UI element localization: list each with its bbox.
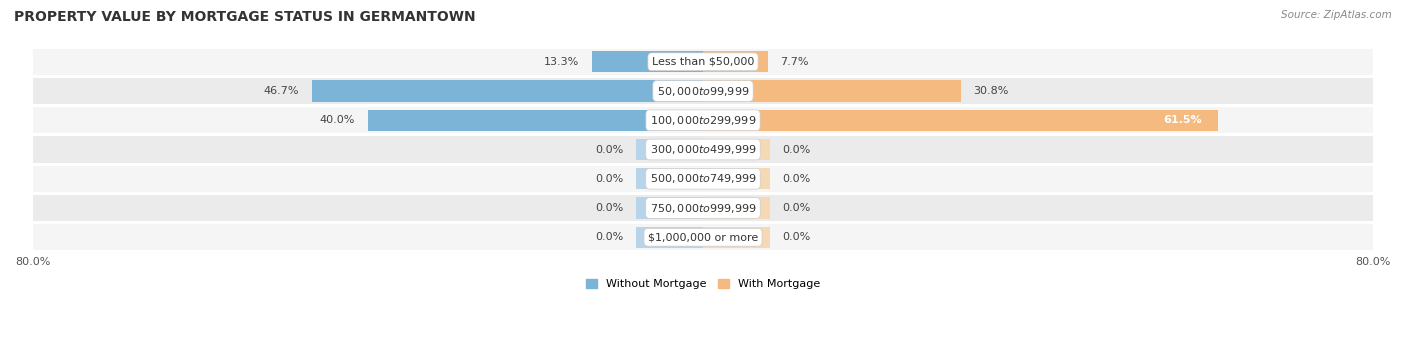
Bar [32, 78, 1374, 104]
Text: 46.7%: 46.7% [264, 86, 299, 96]
Text: PROPERTY VALUE BY MORTGAGE STATUS IN GERMANTOWN: PROPERTY VALUE BY MORTGAGE STATUS IN GER… [14, 10, 475, 24]
Bar [703, 227, 770, 248]
Bar [636, 227, 703, 248]
Text: 13.3%: 13.3% [544, 57, 579, 67]
Text: 0.0%: 0.0% [783, 174, 811, 184]
Bar [703, 168, 770, 189]
Text: $500,000 to $749,999: $500,000 to $749,999 [650, 172, 756, 185]
Text: 7.7%: 7.7% [780, 57, 808, 67]
Bar [703, 110, 1219, 131]
Bar [32, 136, 1374, 163]
Text: $750,000 to $999,999: $750,000 to $999,999 [650, 202, 756, 214]
Text: $300,000 to $499,999: $300,000 to $499,999 [650, 143, 756, 156]
Text: 0.0%: 0.0% [783, 232, 811, 242]
Text: 0.0%: 0.0% [595, 203, 623, 213]
Text: 0.0%: 0.0% [783, 145, 811, 154]
Text: Source: ZipAtlas.com: Source: ZipAtlas.com [1281, 10, 1392, 20]
Bar [312, 80, 703, 102]
Text: 0.0%: 0.0% [595, 232, 623, 242]
Text: $1,000,000 or more: $1,000,000 or more [648, 232, 758, 242]
Text: 40.0%: 40.0% [321, 115, 356, 125]
Text: 30.8%: 30.8% [973, 86, 1010, 96]
Bar [32, 195, 1374, 221]
Bar [32, 107, 1374, 133]
Legend: Without Mortgage, With Mortgage: Without Mortgage, With Mortgage [582, 274, 824, 294]
Bar [32, 49, 1374, 75]
Bar [703, 51, 768, 72]
Text: Less than $50,000: Less than $50,000 [652, 57, 754, 67]
Bar [32, 166, 1374, 192]
Text: 61.5%: 61.5% [1163, 115, 1202, 125]
Bar [703, 139, 770, 160]
Text: 0.0%: 0.0% [595, 174, 623, 184]
Bar [636, 139, 703, 160]
Bar [703, 80, 962, 102]
Bar [32, 224, 1374, 250]
Bar [636, 197, 703, 219]
Text: 0.0%: 0.0% [595, 145, 623, 154]
Text: 0.0%: 0.0% [783, 203, 811, 213]
Text: $100,000 to $299,999: $100,000 to $299,999 [650, 114, 756, 127]
Bar [592, 51, 703, 72]
Text: $50,000 to $99,999: $50,000 to $99,999 [657, 85, 749, 98]
Bar [368, 110, 703, 131]
Bar [636, 168, 703, 189]
Bar [703, 197, 770, 219]
